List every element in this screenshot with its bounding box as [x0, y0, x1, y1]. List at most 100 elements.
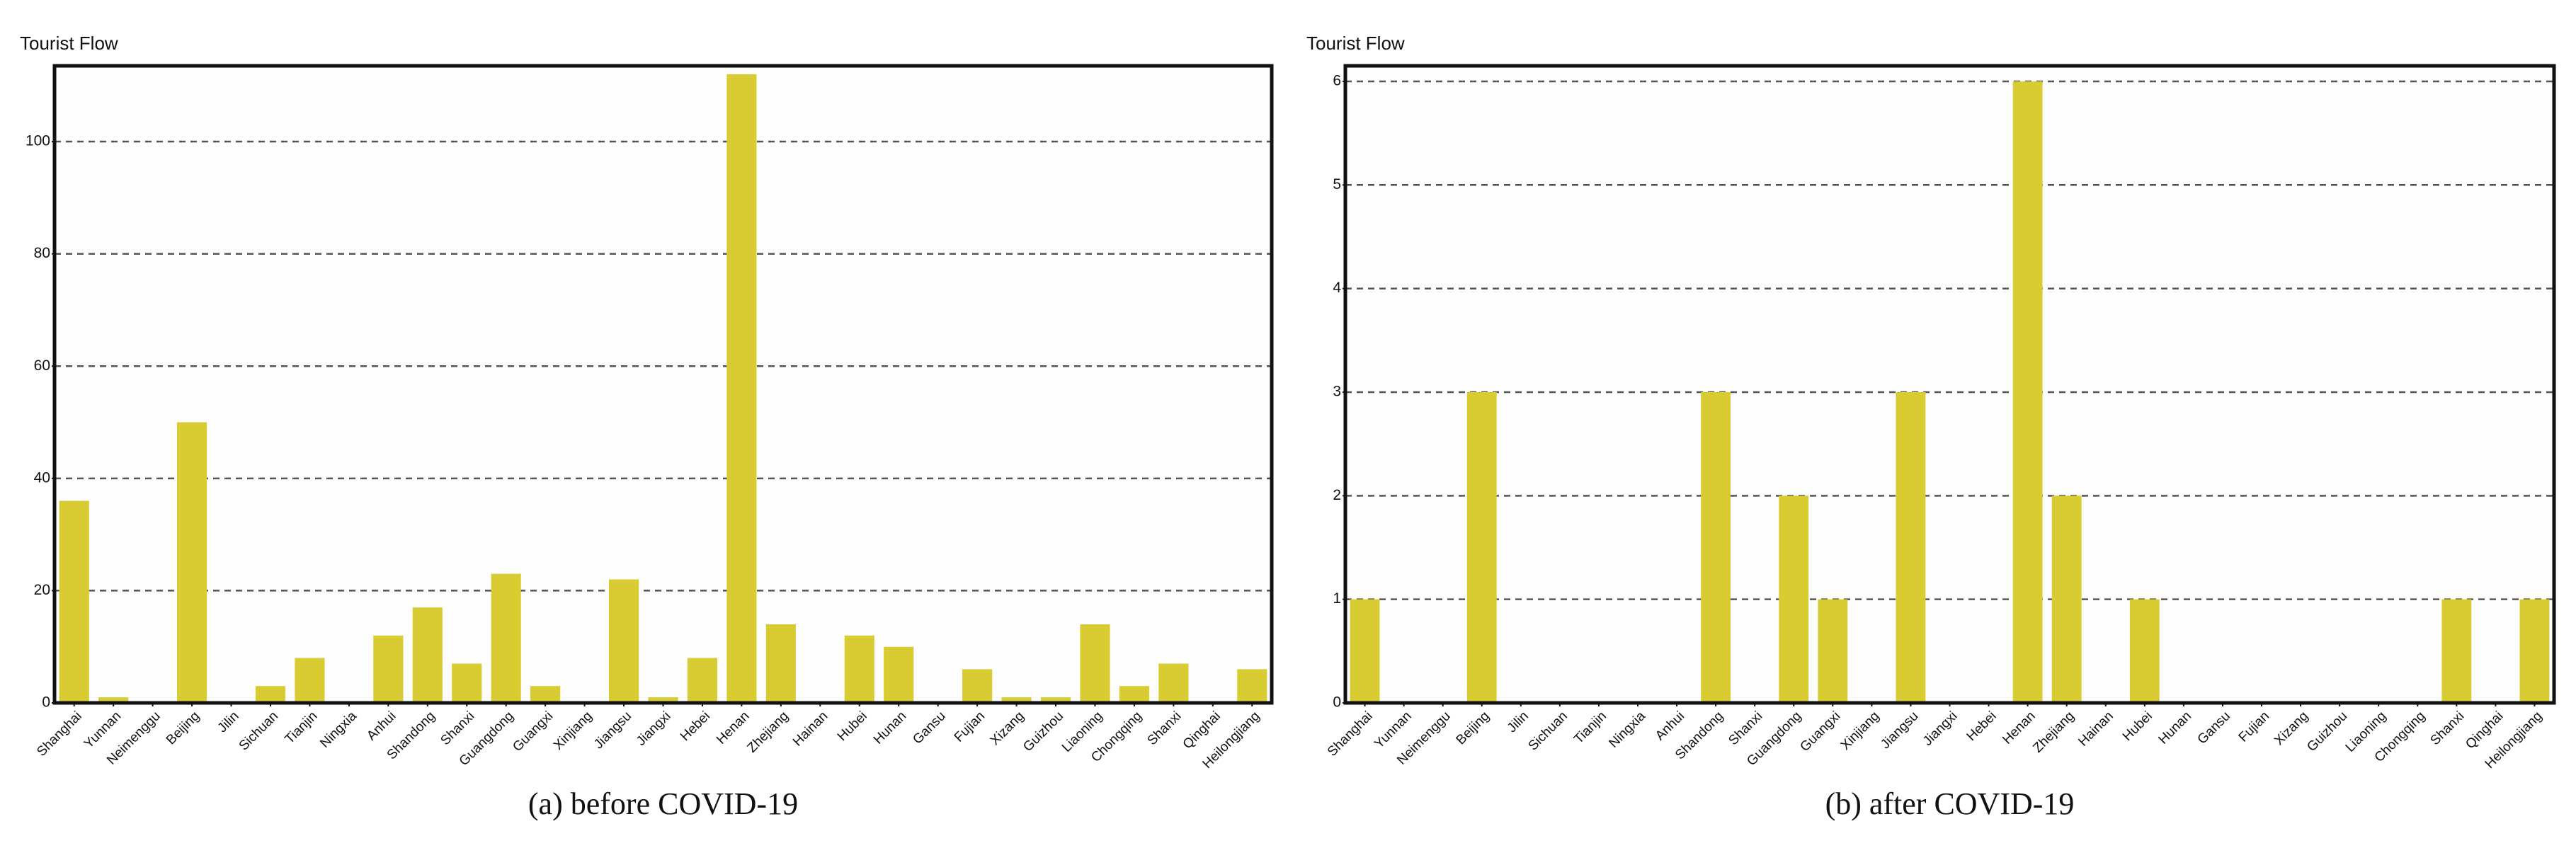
x-tick-label: Anhui	[364, 709, 399, 743]
bar	[1080, 624, 1110, 703]
x-tick-label: Shanghai	[1325, 709, 1376, 760]
bar	[2519, 599, 2550, 703]
x-tick-label: Xinjiang	[551, 709, 595, 753]
x-tick-label: Guangxi	[510, 709, 556, 755]
x-tick-label: Guizhou	[1020, 709, 1066, 755]
x-tick-label: Beijing	[1454, 709, 1493, 747]
chart-caption: (a) before COVID-19	[528, 786, 798, 821]
y-tick-label: 40	[34, 469, 50, 486]
bar	[1001, 697, 1032, 703]
bar	[2051, 495, 2082, 703]
bar	[1237, 669, 1267, 703]
bar	[2129, 599, 2160, 703]
x-tick-label: Hainan	[2075, 709, 2116, 749]
x-tick-label: Zhejiang	[745, 709, 792, 755]
x-tick-label: Beijing	[164, 709, 203, 747]
x-tick-label: Ningxia	[1606, 709, 1648, 751]
x-tick-label: Xinjiang	[1838, 709, 1883, 753]
bar	[1896, 391, 1926, 703]
x-tick-label: Jiangxi	[1920, 709, 1961, 749]
y-tick-label: 100	[25, 133, 50, 149]
bar	[1779, 495, 1809, 703]
chart-caption: (b) after COVID-19	[1825, 786, 2075, 821]
x-tick-label: Jiangxi	[634, 709, 674, 749]
y-tick-label: 4	[1333, 280, 1341, 296]
bar	[884, 646, 914, 703]
x-tick-label: Henan	[714, 709, 752, 747]
bar	[452, 663, 482, 703]
x-tick-label: Sichuan	[1526, 709, 1571, 753]
y-axis-label: Tourist Flow	[1306, 33, 1405, 54]
bar	[2012, 81, 2043, 703]
bar	[2441, 599, 2472, 703]
bar	[59, 500, 89, 703]
x-tick-label: Guangxi	[1797, 709, 1843, 755]
bar	[648, 697, 678, 703]
bar	[1818, 599, 1848, 703]
bar	[726, 74, 757, 703]
bar	[1040, 697, 1071, 703]
bar	[491, 573, 521, 703]
y-tick-label: 6	[1333, 72, 1341, 88]
x-tick-label: Hubei	[2120, 709, 2155, 744]
x-tick-label: Shanxi	[1145, 709, 1185, 748]
x-tick-label: Shanghai	[34, 709, 85, 760]
y-tick-label: 3	[1333, 384, 1341, 400]
bar	[255, 686, 286, 703]
x-tick-label: Hubei	[835, 709, 870, 744]
x-tick-label: Fujian	[2236, 709, 2272, 745]
x-tick-label: Jiangsu	[591, 709, 634, 752]
x-tick-label: Jiangsu	[1878, 709, 1921, 752]
bar	[962, 669, 993, 703]
x-tick-label: Tianjin	[1571, 709, 1609, 747]
y-tick-label: 60	[34, 357, 50, 374]
bar	[1466, 391, 1497, 703]
bar	[608, 579, 639, 703]
y-tick-label: 2	[1333, 487, 1341, 503]
bar	[1119, 686, 1149, 703]
x-tick-label: Guizhou	[2304, 709, 2350, 755]
bar	[1158, 663, 1189, 703]
bar	[1350, 599, 1380, 703]
x-tick-label: Ningxia	[317, 709, 360, 751]
x-tick-label: Zhejiang	[2030, 709, 2077, 755]
plot-frame	[52, 64, 1274, 705]
y-tick-label: 0	[42, 694, 50, 711]
x-tick-label: Gansu	[2195, 709, 2233, 747]
y-tick-label: 1	[1333, 590, 1341, 607]
y-tick-label: 20	[34, 582, 50, 598]
bar	[687, 658, 718, 703]
x-tick-label: Jilin	[1505, 709, 1532, 735]
x-tick-label: Hainan	[790, 709, 831, 749]
bar	[98, 697, 129, 703]
bar	[530, 686, 561, 703]
y-tick-label: 5	[1333, 176, 1341, 193]
bar	[412, 607, 443, 703]
x-tick-label: Hunan	[871, 709, 909, 747]
x-tick-label: Xizang	[988, 709, 1027, 748]
y-axis-label: Tourist Flow	[20, 33, 118, 54]
x-tick-label: Shanxi	[438, 709, 477, 748]
bar	[1701, 391, 1731, 703]
x-tick-label: Hebei	[678, 709, 713, 744]
bar	[765, 624, 796, 703]
plot-frame	[1343, 64, 2556, 705]
x-tick-label: Anhui	[1653, 709, 1687, 743]
y-tick-label: 80	[34, 245, 50, 261]
x-tick-label: Sichuan	[236, 709, 281, 753]
x-tick-label: Hebei	[1964, 709, 2000, 744]
y-tick-label: 0	[1333, 694, 1341, 711]
plot-background	[1345, 66, 2554, 703]
bar	[295, 658, 325, 703]
plot-background	[55, 66, 1272, 703]
x-tick-label: Shanxi	[2427, 709, 2467, 748]
bar	[373, 635, 404, 703]
x-tick-label: Henan	[2000, 709, 2038, 747]
bar	[177, 422, 207, 703]
x-tick-label: Gansu	[910, 709, 948, 747]
x-tick-label: Tianjin	[283, 709, 321, 747]
x-tick-label: Hunan	[2156, 709, 2194, 747]
x-tick-label: Jilin	[215, 709, 242, 735]
bar	[844, 635, 874, 703]
